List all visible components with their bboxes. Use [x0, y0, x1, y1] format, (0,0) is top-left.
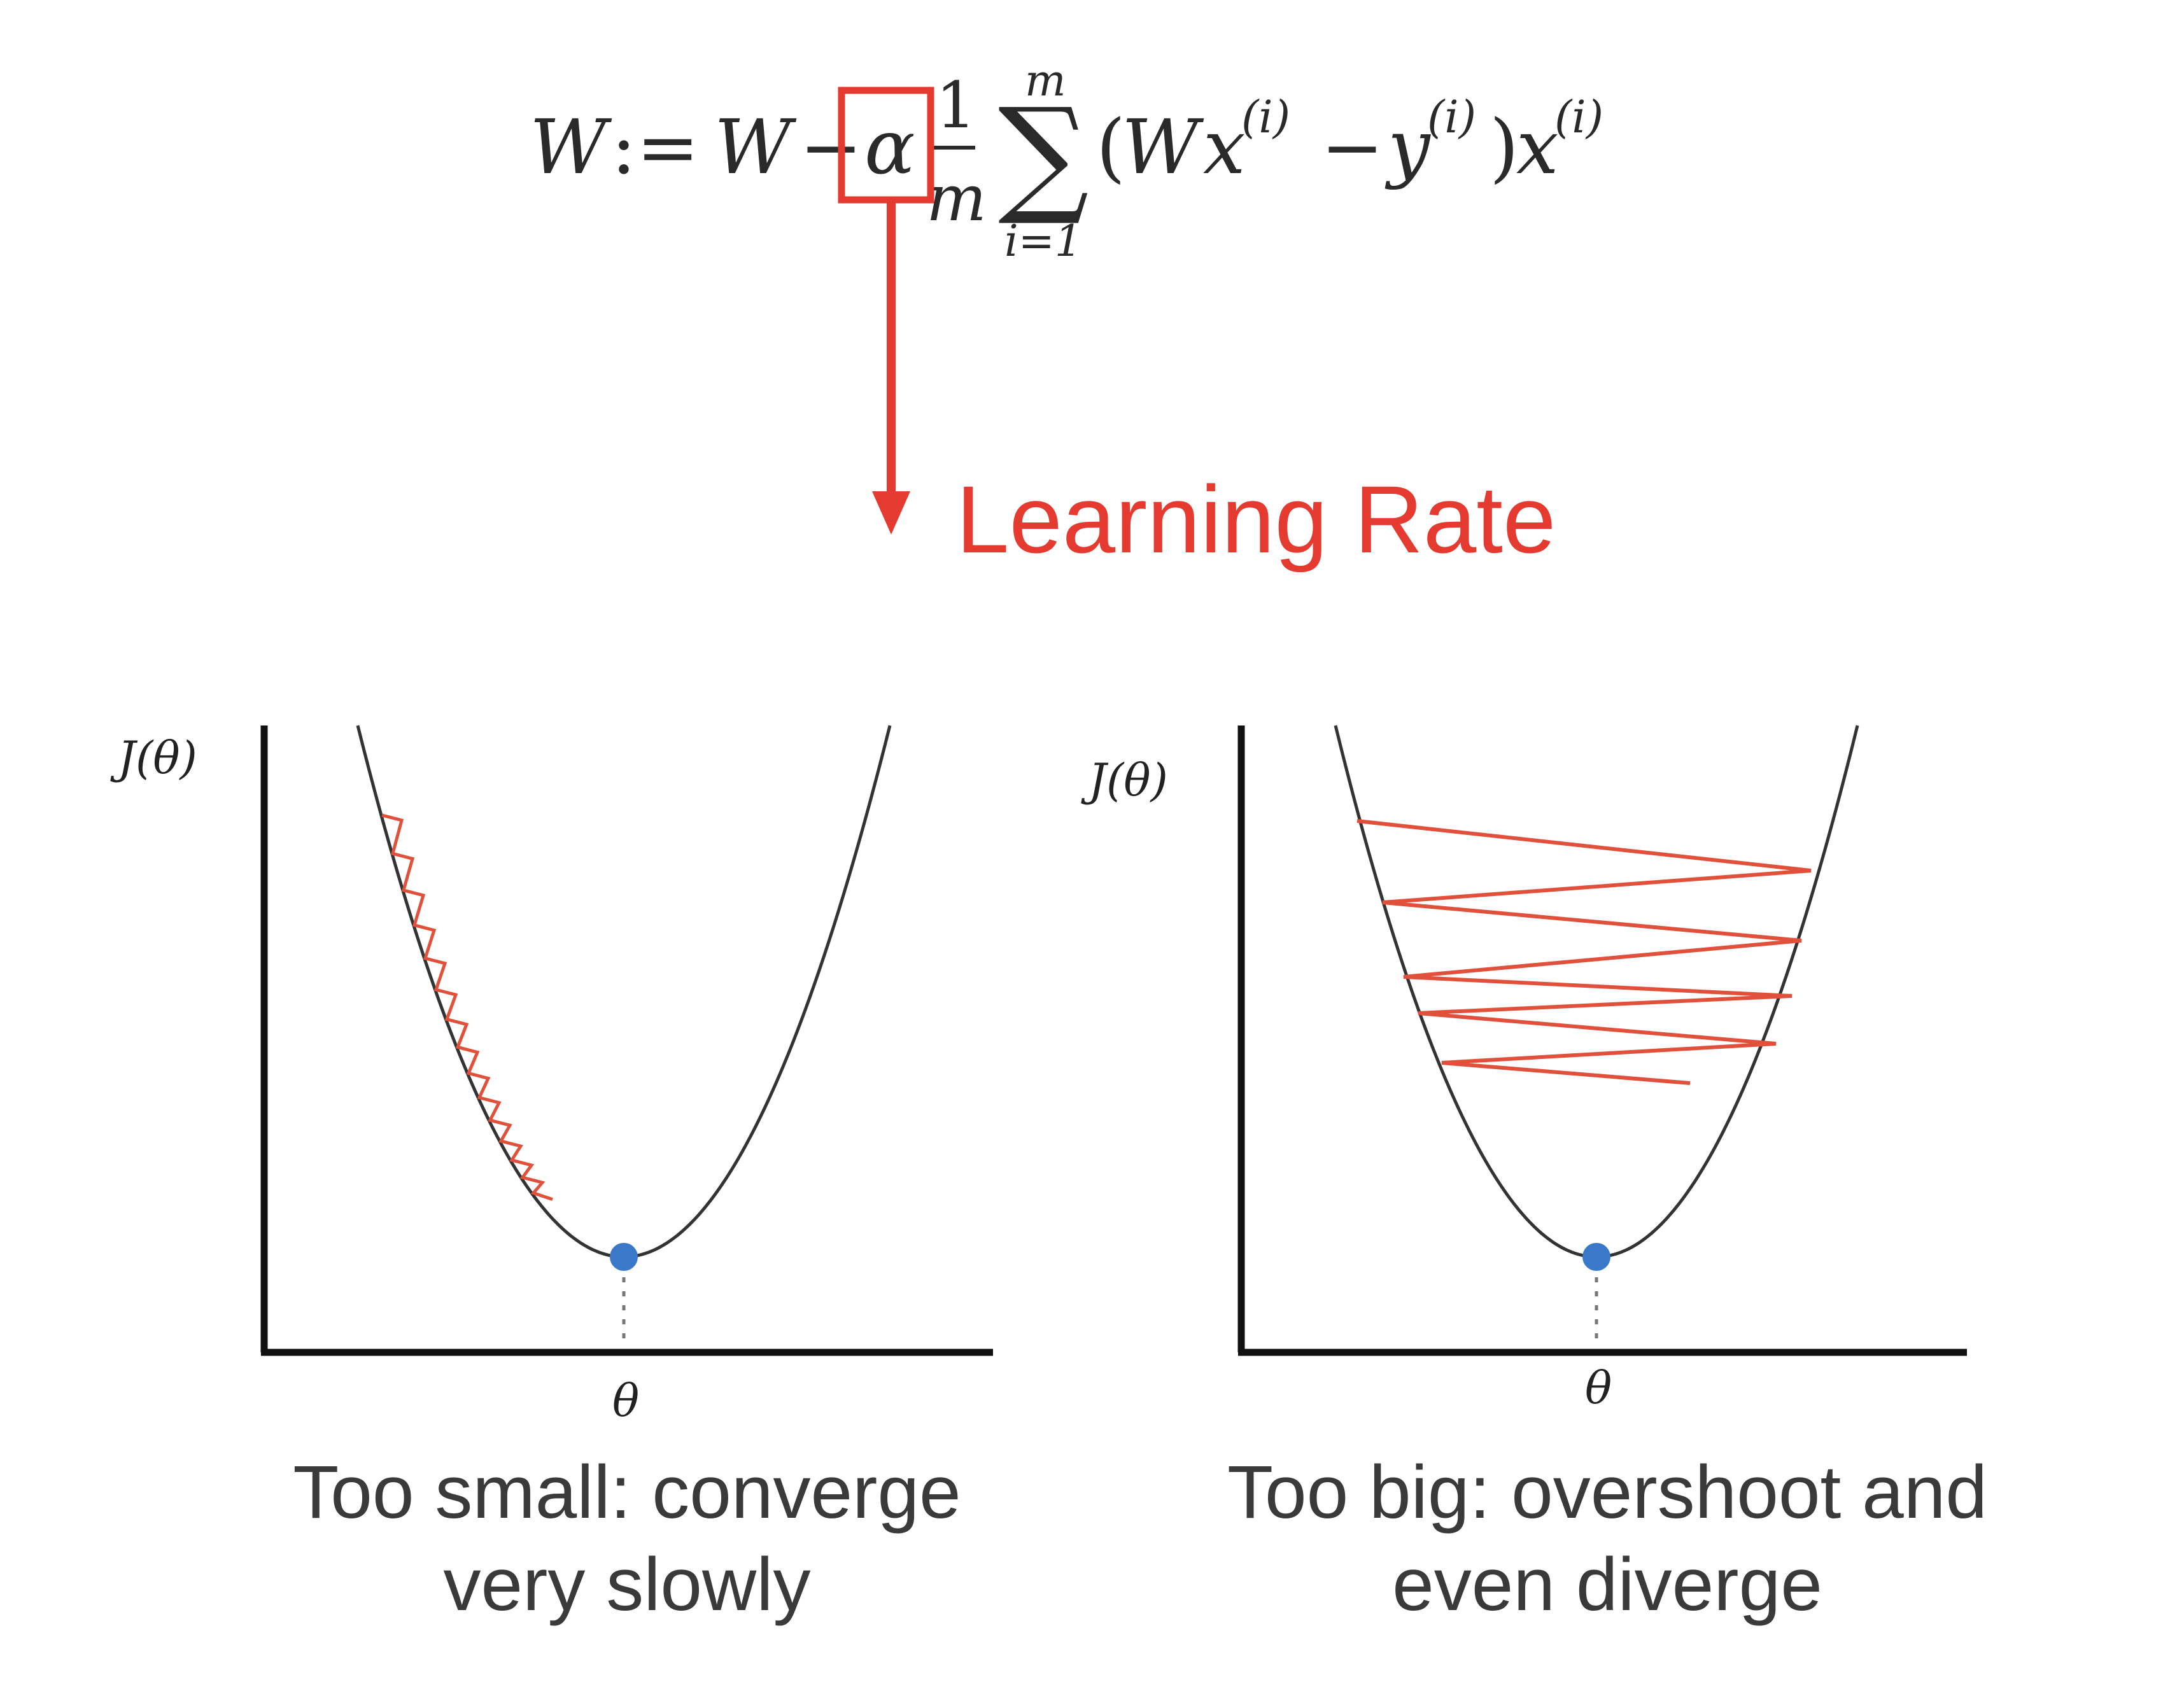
learning-rate-annotation: Learning Rate: [838, 87, 1556, 573]
minimum-point: [610, 1243, 638, 1271]
superscript-i-3: (i): [1554, 91, 1603, 143]
fraction-denominator: m: [926, 161, 987, 235]
learning-rate-label: Learning Rate: [956, 466, 1556, 573]
formula-minus-inner: −: [1321, 103, 1384, 191]
ylabel-j-theta: J(θ): [1081, 754, 1168, 806]
panel-too-small: J(θ) θ Too small: converge very slowly: [110, 725, 993, 1627]
cost-curve: [1334, 725, 1859, 1259]
formula-assign: :=: [611, 103, 700, 191]
formula-close-paren: ): [1490, 103, 1519, 191]
caption-line-2: even diverge: [1392, 1543, 1822, 1627]
formula-alpha: α: [864, 103, 915, 191]
formula-y: y: [1384, 103, 1431, 191]
formula-minus: −: [800, 103, 863, 191]
minimum-point: [1582, 1243, 1610, 1271]
overshoot-zigzag-path: [1356, 819, 1812, 1085]
caption-line-1: Too big: overshoot and: [1227, 1450, 1987, 1534]
formula-x: x: [1203, 103, 1246, 191]
superscript-i-2: (i): [1427, 91, 1476, 143]
update-formula: W := W − α 1 m m ∑ i=1 ( W x (i) − y (i)…: [530, 56, 1603, 267]
formula-x-last: x: [1516, 103, 1559, 191]
xlabel-theta: θ: [612, 1375, 639, 1427]
formula-lhs: W: [530, 103, 612, 191]
caption-line-1: Too small: converge: [293, 1450, 961, 1534]
superscript-i-1: (i): [1241, 91, 1290, 143]
fraction-numerator: 1: [936, 68, 976, 143]
sum-upper-limit: m: [1025, 56, 1066, 106]
caption-line-2: very slowly: [444, 1543, 811, 1627]
formula-w: W: [714, 103, 797, 191]
alpha-highlight-box: [838, 87, 934, 204]
xlabel-theta: θ: [1585, 1362, 1612, 1414]
small-steps-path: [381, 813, 553, 1202]
sum-lower-limit: i=1: [1004, 216, 1082, 267]
formula-open-paren: (: [1096, 103, 1125, 191]
annotation-arrowhead-icon: [872, 491, 910, 535]
summation-symbol: ∑: [998, 81, 1089, 229]
panel-too-big: J(θ) θ Too big: overshoot and even diver…: [1081, 725, 1987, 1627]
formula-w-inner: W: [1122, 103, 1204, 191]
ylabel-j-theta: J(θ): [110, 732, 197, 784]
